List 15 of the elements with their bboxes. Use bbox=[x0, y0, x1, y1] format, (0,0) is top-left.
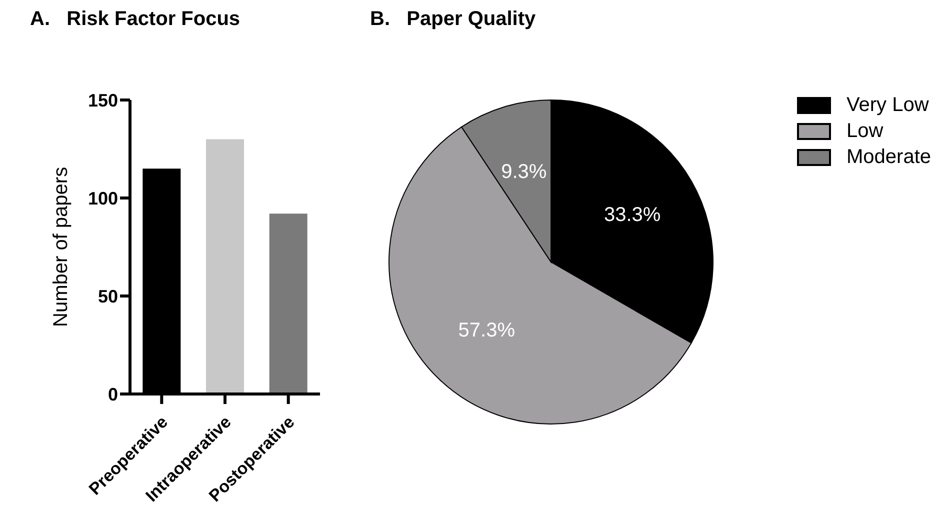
y-tick-label: 0 bbox=[108, 384, 118, 404]
bar bbox=[269, 214, 308, 394]
y-tick-label: 50 bbox=[98, 286, 118, 306]
chart-title: A. Risk Factor Focus bbox=[30, 8, 240, 31]
data-label: 57.3% bbox=[458, 319, 516, 342]
data-label: 33.3% bbox=[604, 204, 661, 226]
data-label: 9.3% bbox=[501, 161, 547, 184]
chart-title: B. Paper Quality bbox=[370, 8, 536, 31]
y-tick-label: 150 bbox=[88, 90, 118, 110]
y-axis-title: Number of papers bbox=[50, 166, 72, 327]
legend-label: Low bbox=[846, 120, 884, 142]
legend-label: Very Low bbox=[846, 94, 929, 116]
y-tick-label: 100 bbox=[88, 188, 118, 208]
legend-label: Moderate bbox=[846, 146, 931, 168]
bar bbox=[206, 139, 244, 394]
